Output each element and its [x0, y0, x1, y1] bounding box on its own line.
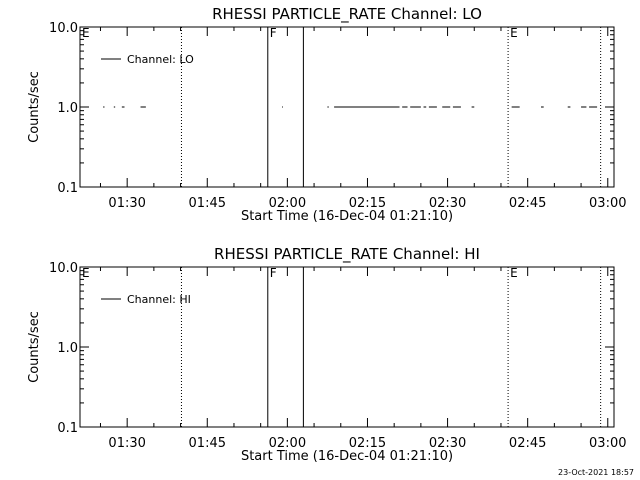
y-tick-label: 0.1: [57, 421, 78, 436]
x-tick-label: 01:30: [108, 436, 145, 451]
y-tick-label: 0.1: [57, 181, 78, 196]
x-tick-label: 02:45: [509, 196, 546, 211]
x-tick-label: 03:00: [589, 196, 626, 211]
y-tick-label: 1.0: [57, 341, 78, 356]
chart-panel-2: RHESSI PARTICLE_RATE Channel: HI 0.1 1.0 10…: [27, 245, 627, 464]
chart-title: RHESSI PARTICLE_RATE Channel: HI: [214, 245, 480, 264]
x-tick-label: 03:00: [589, 436, 626, 451]
y-tick-label: 1.0: [57, 101, 78, 116]
x-tick-label: 02:00: [269, 436, 306, 451]
footer-timestamp: 23-Oct-2021 18:57: [558, 468, 634, 477]
y-axis-label: Counts/sec: [27, 311, 42, 383]
x-tick-label: 02:30: [429, 196, 466, 211]
event-marker-label: E: [82, 266, 90, 280]
x-tick-label: 01:45: [189, 196, 226, 211]
y-tick-label: 10.0: [49, 261, 78, 276]
y-tick-label: 10.0: [49, 21, 78, 36]
event-marker-label: E: [510, 26, 518, 40]
x-axis-label: Start Time (16-Dec-04 01:21:10): [241, 209, 453, 224]
x-tick-label: 02:00: [269, 196, 306, 211]
event-marker-label: E: [510, 266, 518, 280]
event-marker-label: F: [270, 266, 277, 280]
chart-title: RHESSI PARTICLE_RATE Channel: LO: [212, 5, 482, 24]
x-tick-label: 02:15: [349, 436, 386, 451]
plot-frame: [79, 266, 615, 428]
y-axis-label: Counts/sec: [27, 71, 42, 143]
x-tick-label: 02:45: [509, 436, 546, 451]
x-tick-label: 02:15: [349, 196, 386, 211]
legend-label: Channel: LO: [127, 53, 194, 66]
event-marker-label: E: [82, 26, 90, 40]
chart-panel-1: RHESSI PARTICLE_RATE Channel: LO 0.1 1.0 10…: [27, 5, 627, 224]
event-marker-label: F: [270, 26, 277, 40]
x-tick-label: 01:30: [108, 196, 145, 211]
legend-label: Channel: HI: [127, 293, 191, 306]
x-tick-label: 01:45: [189, 436, 226, 451]
x-tick-label: 02:30: [429, 436, 466, 451]
x-axis-label: Start Time (16-Dec-04 01:21:10): [241, 449, 453, 464]
